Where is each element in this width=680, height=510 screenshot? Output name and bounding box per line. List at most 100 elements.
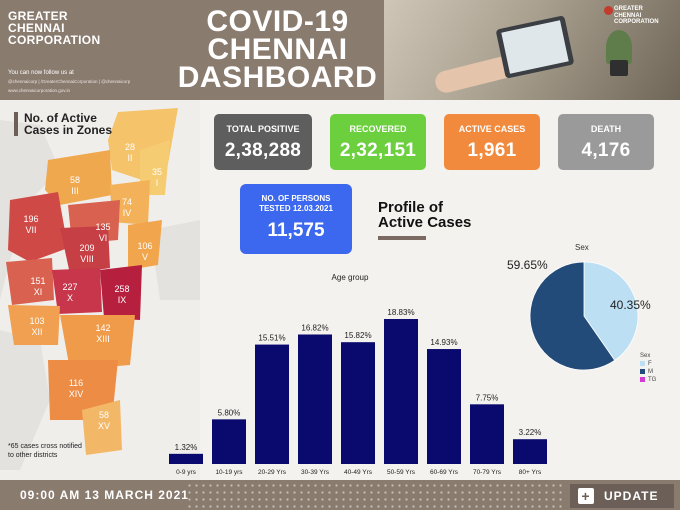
bar — [513, 439, 547, 464]
category-label: 0-9 yrs — [176, 469, 197, 476]
legend-item-tg: TG — [640, 376, 656, 384]
zone-label-name: XV — [98, 421, 110, 431]
card-value: 4,176 — [581, 140, 631, 161]
org-name-line: CHENNAI — [8, 21, 65, 35]
age-group-chart: Age group 1.32% 0-9 yrs 5.80% 10-19 yrs 15.51… — [169, 273, 547, 476]
org-logo-text: GREATER CHENNAI CORPORATION — [8, 10, 128, 46]
zone-label-num: 151 — [30, 276, 45, 286]
pie-slice-m — [529, 261, 616, 371]
profile-title: Profile of Active Cases — [378, 200, 471, 230]
recovered-card: RECOVERED 2,32,151 — [330, 114, 426, 170]
zone-label-name: II — [127, 153, 132, 163]
photo-pot — [610, 60, 628, 76]
bar — [169, 453, 203, 464]
category-label: 30-39 Yrs — [301, 469, 330, 476]
sex-pie-chart — [529, 261, 639, 371]
profile-title-line: Active Cases — [378, 214, 472, 231]
category-label: 80+ Yrs — [519, 469, 542, 476]
corner-logo-line: GREATER — [614, 6, 643, 12]
corner-logo-line: CHENNAI — [614, 12, 642, 19]
profile-title-line: Profile of — [378, 199, 444, 216]
bar-value-label: 1.32% — [175, 443, 198, 452]
zone-label-name: XIV — [69, 389, 84, 399]
cross-notified-note: *65 cases cross notified to other distri… — [8, 443, 82, 459]
death-card: DEATH 4,176 — [558, 114, 654, 170]
org-name-line: GREATER — [8, 9, 68, 23]
bar — [212, 419, 246, 464]
category-label: 40-49 Yrs — [344, 469, 373, 476]
zone-label-name: X — [67, 293, 73, 303]
zone-label-name: XII — [31, 327, 42, 337]
zone-label-num: 106 — [137, 241, 152, 251]
card-label: NO. OF PERSONS TESTED 12.03.2021 — [240, 194, 352, 214]
card-label: ACTIVE CASES — [458, 124, 526, 134]
legend-label: F — [648, 361, 652, 367]
update-datetime: 09:00 AM 13 MARCH 2021 — [20, 488, 189, 502]
zone-label-name: I — [156, 178, 159, 188]
total-positive-card: TOTAL POSITIVE 2,38,288 — [214, 114, 312, 170]
zone-label-num: 209 — [79, 243, 94, 253]
card-label: DEATH — [590, 124, 622, 134]
zone-label-name: III — [71, 186, 79, 196]
photo-plant — [606, 30, 632, 64]
corner-logo: GREATER CHENNAI CORPORATION — [604, 6, 659, 26]
header-photo — [384, 0, 680, 100]
bar-value-label: 5.80% — [218, 408, 241, 417]
pie-legend: Sex F M TG — [640, 352, 656, 384]
card-label-line: TESTED 12.03.2021 — [259, 204, 333, 213]
legend-item-m: M — [640, 368, 656, 376]
card-label: RECOVERED — [349, 124, 407, 134]
zone-label-name: VII — [25, 225, 36, 235]
zone-label-num: 28 — [125, 142, 135, 152]
card-value: 2,38,288 — [224, 140, 302, 161]
bar — [470, 404, 504, 464]
zone-label-num: 58 — [99, 410, 109, 420]
zone-label-name: IV — [123, 208, 132, 218]
zone-label-num: 103 — [29, 316, 44, 326]
category-label: 50-59 Yrs — [387, 469, 416, 476]
title-line: CHENNAI — [207, 33, 348, 66]
bar — [298, 334, 332, 464]
card-value: 2,32,151 — [339, 140, 417, 161]
website-link[interactable]: www.chennaicorporation.gov.in — [8, 88, 70, 93]
card-value: 1,961 — [467, 140, 517, 161]
legend-swatch — [640, 368, 645, 374]
category-label: 70-79 Yrs — [473, 469, 502, 476]
dashboard-title: COVID-19 CHENNAI DASHBOARD — [170, 5, 385, 93]
plus-icon: + — [578, 488, 594, 504]
org-name-line: CORPORATION — [8, 33, 101, 47]
bar-value-label: 15.51% — [258, 334, 285, 343]
category-label: 60-69 Yrs — [430, 469, 459, 476]
bar — [255, 344, 289, 464]
bar-value-label: 14.93% — [430, 338, 457, 347]
corner-logo-line: CORPORATION — [614, 19, 659, 25]
zone-label-name: IX — [118, 295, 127, 305]
zone-label-num: 258 — [114, 284, 129, 294]
category-label: 10-19 yrs — [215, 469, 243, 476]
map-title: No. of Active Cases in Zones — [14, 112, 114, 136]
category-label: 20-29 Yrs — [258, 469, 287, 476]
pie-slice-f — [583, 261, 639, 361]
zone-map: 28 II 35 I 58 III 74 IV 196 VII 135 VI 2… — [0, 100, 200, 480]
profile-underline — [378, 236, 426, 240]
zone-label-name: V — [142, 252, 148, 262]
legend-title: Sex — [640, 353, 651, 359]
legend-swatch — [640, 360, 645, 366]
bar — [427, 349, 461, 464]
follow-text: You can now follow us at — [8, 70, 74, 76]
zone-label-num: 135 — [95, 222, 110, 232]
zone-label-num: 196 — [23, 214, 38, 224]
legend-label: TG — [648, 377, 657, 383]
social-handles[interactable]: @chennaicorp | /GreaterChennaiCorporatio… — [8, 79, 131, 84]
zone-label-num: 74 — [122, 197, 132, 207]
legend-label: M — [648, 369, 653, 375]
bar-value-label: 18.83% — [387, 308, 414, 317]
card-label: TOTAL POSITIVE — [226, 124, 300, 134]
title-line: COVID-19 — [206, 5, 349, 38]
zone-label-num: 58 — [70, 175, 80, 185]
bar-value-label: 7.75% — [476, 393, 499, 402]
chart-title: Age group — [332, 273, 369, 282]
zone-label-name: XIII — [96, 334, 110, 344]
update-button[interactable]: + UPDATE — [570, 484, 674, 508]
zone-label-name: VI — [99, 233, 108, 243]
